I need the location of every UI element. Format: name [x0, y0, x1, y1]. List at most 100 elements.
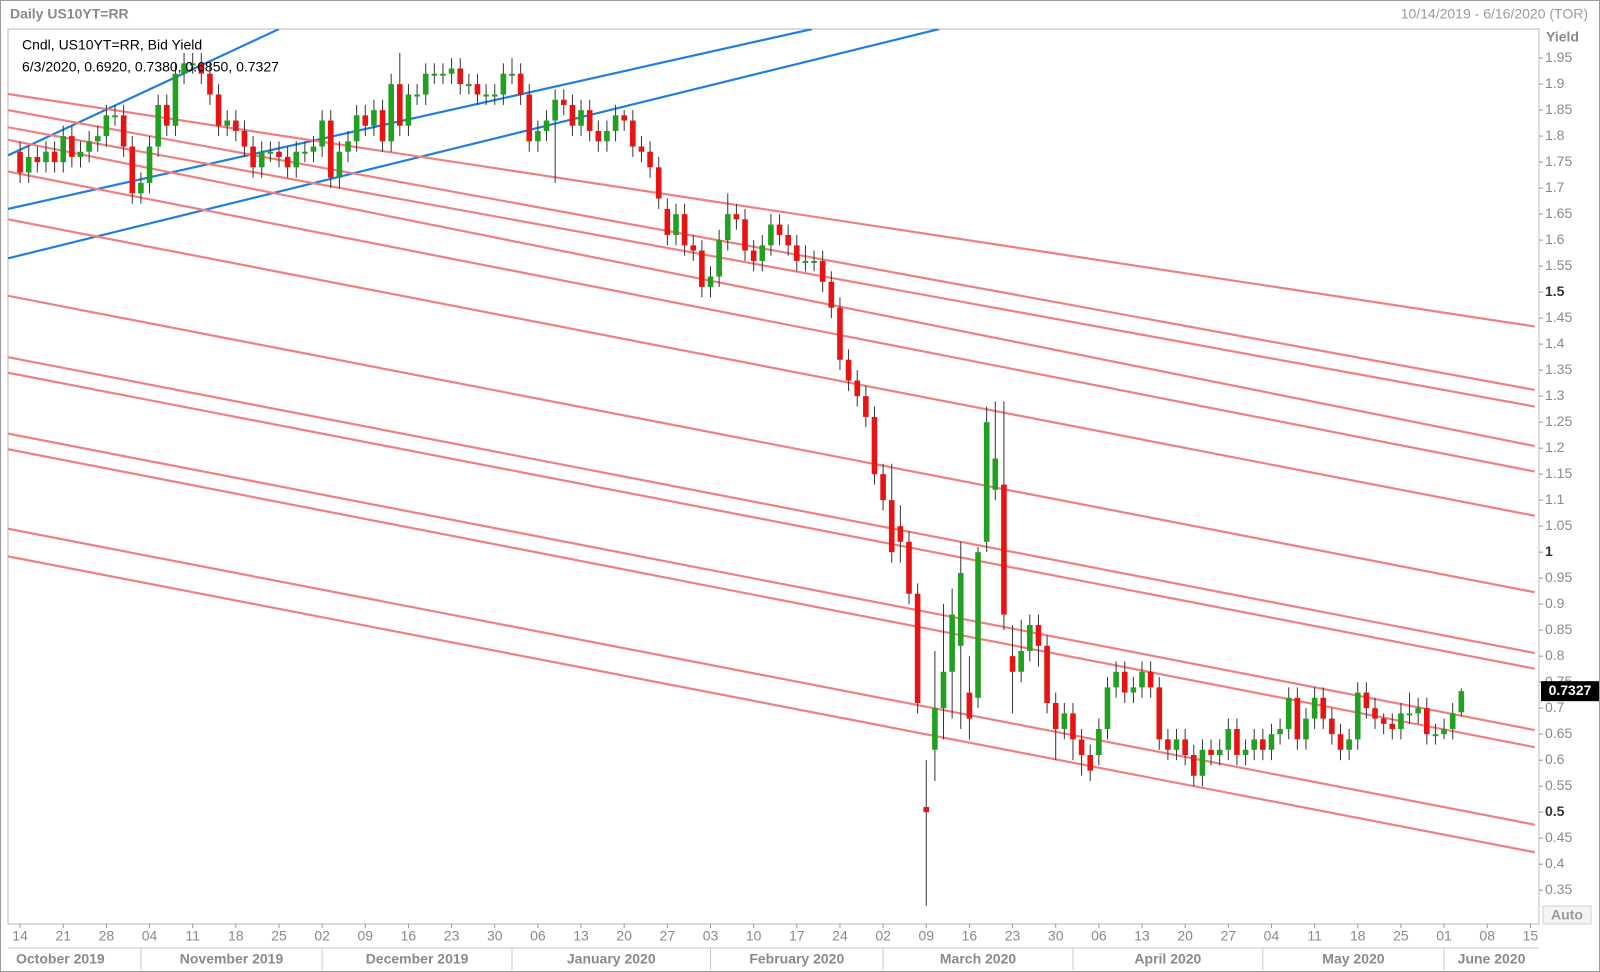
x-tick-label: 14 — [12, 928, 28, 944]
x-tick-label: 02 — [314, 928, 330, 944]
candle-body — [267, 151, 274, 154]
candle-body — [595, 130, 602, 142]
candle-body — [491, 94, 498, 97]
month-label: January 2020 — [567, 951, 656, 967]
trendline — [8, 126, 1535, 408]
x-tick-label: 18 — [1350, 928, 1366, 944]
month-label: May 2020 — [1322, 951, 1384, 967]
candle-body — [863, 396, 869, 417]
candle-body — [1070, 713, 1076, 740]
y-tick-label: 1.95 — [1545, 49, 1572, 65]
candle-body — [1061, 713, 1068, 729]
legend-info: 6/3/2020, 0.6920, 0.7380, 0.6850, 0.7327 — [22, 59, 279, 75]
x-tick-label: 10 — [746, 928, 762, 944]
trendline — [8, 371, 1535, 670]
candle-body — [768, 224, 774, 246]
x-tick-label: 01 — [1436, 928, 1452, 944]
legend-title: Cndl, US10YT=RR, Bid Yield — [22, 37, 202, 53]
candle-body — [871, 416, 878, 475]
candle-body — [1052, 702, 1059, 729]
y-tick-label: 0.95 — [1545, 569, 1572, 585]
candle-body — [543, 120, 550, 131]
x-tick-label: 18 — [228, 928, 244, 944]
candle-body — [586, 110, 593, 131]
x-tick-label: 20 — [1177, 928, 1193, 944]
candle-body — [578, 110, 584, 126]
candle-body — [1027, 624, 1033, 651]
auto-button[interactable] — [1542, 905, 1592, 925]
candle-body — [517, 73, 524, 95]
trendline — [8, 138, 1535, 448]
y-tick-label: 0.45 — [1545, 829, 1572, 845]
candle-body — [120, 115, 127, 147]
candle-body — [1363, 692, 1370, 709]
x-tick-label: 24 — [832, 928, 848, 944]
x-tick-label: 21 — [55, 928, 71, 944]
candle-body — [1208, 749, 1214, 755]
candle-body — [1294, 697, 1301, 740]
candle-body — [215, 94, 222, 126]
y-tick-label: 1.45 — [1545, 309, 1572, 325]
x-tick-label: 09 — [918, 928, 934, 944]
candle-body — [129, 146, 136, 194]
date-range: 10/14/2019 - 6/16/2020 (TOR) — [1401, 6, 1588, 22]
auto-button-label[interactable]: Auto — [1551, 907, 1583, 923]
candle-body — [854, 380, 861, 397]
candle-body — [189, 63, 196, 66]
candle-body — [1277, 728, 1283, 735]
month-label: June 2020 — [1458, 951, 1526, 967]
x-tick-label: 23 — [1005, 928, 1021, 944]
y-tick-label: 0.8 — [1545, 647, 1565, 663]
candle-body — [397, 84, 403, 126]
candle-body — [509, 73, 515, 76]
x-tick-label: 28 — [99, 928, 115, 944]
candle-body — [327, 120, 334, 178]
candle-body — [241, 130, 248, 147]
candle-body — [802, 260, 809, 263]
trendline — [8, 448, 1535, 749]
candle-body — [957, 572, 964, 646]
y-tick-label: 1.9 — [1545, 75, 1565, 91]
candle-body — [258, 151, 265, 168]
y-tick-label: 1.05 — [1545, 517, 1572, 533]
candle-body — [1354, 692, 1361, 740]
y-tick-label: 0.5 — [1545, 803, 1565, 819]
candle-body — [1337, 734, 1344, 750]
x-tick-label: 25 — [271, 928, 287, 944]
y-tick-label: 1.8 — [1545, 127, 1565, 143]
y-tick-label: 1.35 — [1545, 361, 1572, 377]
candle-body — [414, 94, 420, 97]
x-tick-label: 11 — [1307, 928, 1322, 944]
x-tick-label: 16 — [962, 928, 978, 944]
candle-body — [112, 115, 118, 118]
candle-body — [1147, 671, 1154, 688]
y-tick-label: 1.6 — [1545, 231, 1565, 247]
y-axis-label: Yield — [1546, 29, 1579, 45]
candle-body — [1096, 728, 1102, 755]
x-tick-label: 08 — [1479, 928, 1495, 944]
candle-body — [224, 120, 231, 126]
candle-body — [51, 151, 58, 163]
month-label: February 2020 — [749, 951, 844, 967]
y-tick-label: 1.55 — [1545, 257, 1572, 273]
candle-body — [1156, 687, 1163, 740]
x-tick-label: 09 — [358, 928, 374, 944]
candle-body — [17, 151, 23, 173]
candle-body — [233, 120, 239, 131]
y-tick-label: 0.9 — [1545, 595, 1565, 611]
trendline — [8, 527, 1535, 826]
x-tick-label: 17 — [789, 928, 805, 944]
x-tick-label: 13 — [1134, 928, 1150, 944]
candle-body — [552, 99, 558, 121]
candle-body — [138, 182, 144, 194]
y-tick-label: 0.85 — [1545, 621, 1572, 637]
candle-body — [949, 614, 955, 672]
candle-body — [966, 692, 973, 719]
candle-body — [207, 73, 213, 95]
candle-body — [379, 110, 386, 142]
candle-body — [1432, 734, 1439, 737]
y-tick-label: 1.3 — [1545, 387, 1565, 403]
candle-body — [664, 208, 671, 235]
candle-body — [1415, 708, 1421, 714]
